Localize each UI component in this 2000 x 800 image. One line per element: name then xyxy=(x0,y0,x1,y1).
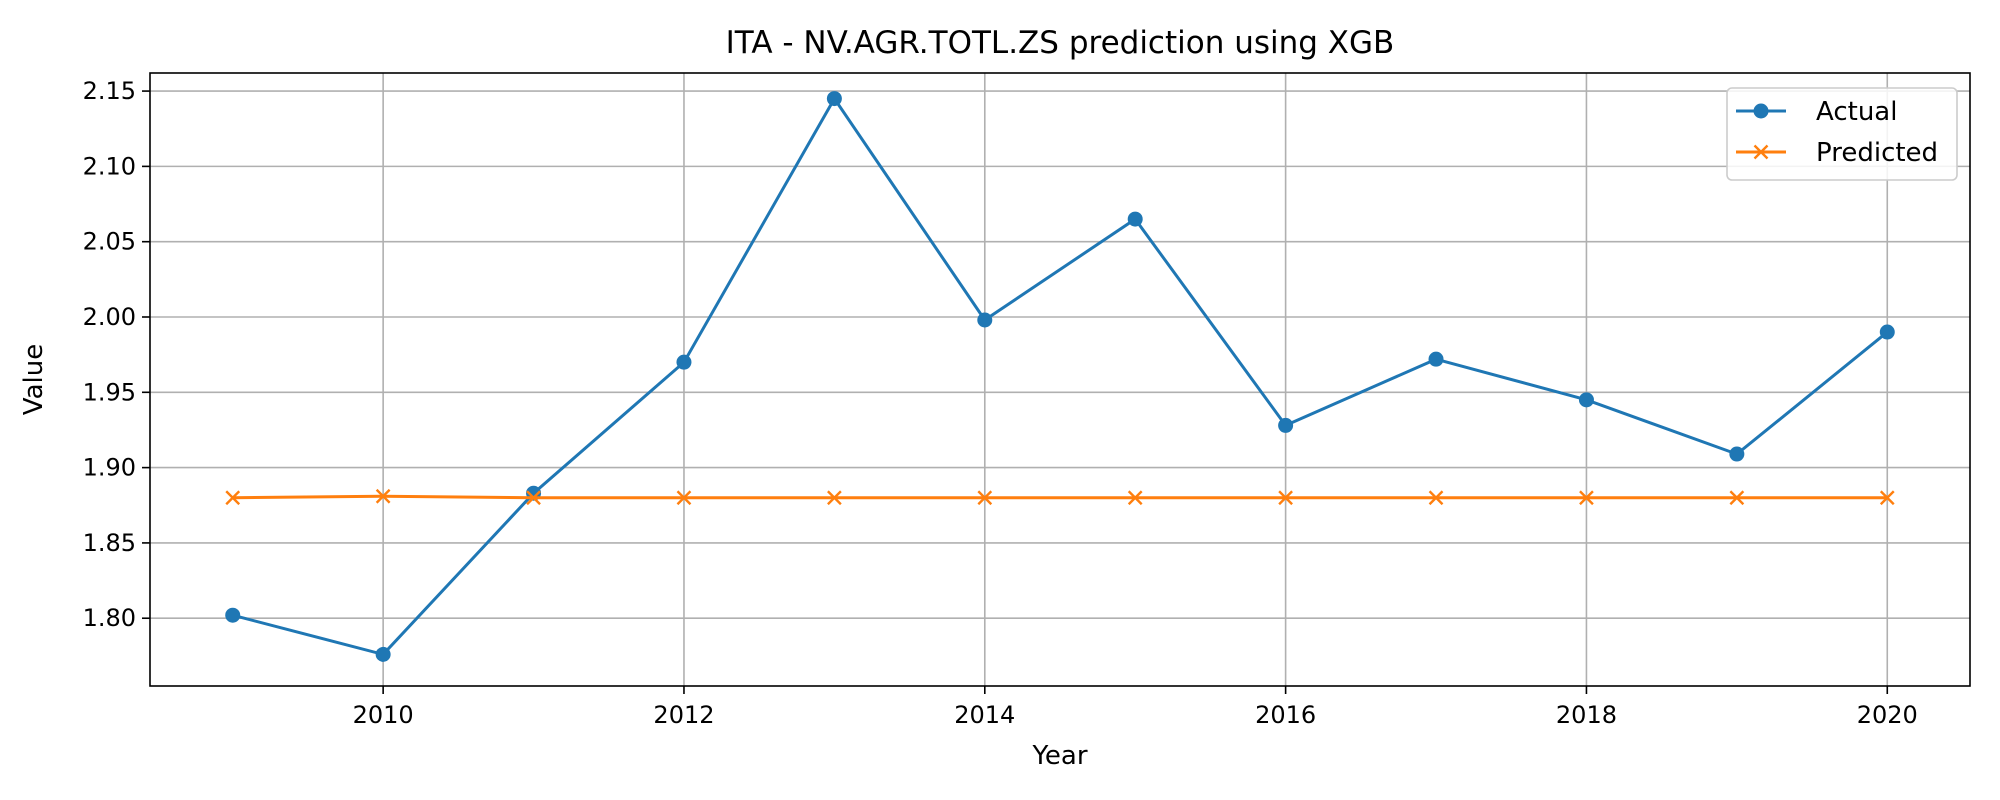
x-tick-label: 2016 xyxy=(1255,701,1316,729)
legend: Actual Predicted xyxy=(1726,87,1958,181)
y-tick-label: 2.15 xyxy=(83,77,136,105)
actual-point xyxy=(977,312,993,328)
actual-point xyxy=(1428,351,1444,367)
actual-point xyxy=(375,646,391,662)
actual-point xyxy=(1127,211,1143,227)
predicted-point xyxy=(526,490,541,506)
actual-point xyxy=(1879,324,1895,340)
y-tick-label: 2.05 xyxy=(83,228,136,256)
y-tick-label: 1.90 xyxy=(83,454,136,482)
predicted-point xyxy=(375,488,391,504)
predicted-point xyxy=(1127,490,1143,506)
predicted-point xyxy=(1579,490,1594,506)
legend-item-predicted: Predicted xyxy=(1736,138,1938,168)
x-tick-label: 2018 xyxy=(1556,701,1617,729)
actual-point xyxy=(676,354,692,370)
y-tick-label: 1.80 xyxy=(83,604,136,632)
x-tick-label: 2020 xyxy=(1857,701,1918,729)
actual-point xyxy=(1578,392,1594,408)
axis-ticks: 2010 2012 2014 2016 2018 2020 1.80 1.85 1.90 1.95… xyxy=(83,77,1918,729)
predicted-point xyxy=(827,490,842,506)
actual-point xyxy=(225,607,241,623)
y-axis-label: Value xyxy=(19,344,49,415)
actual-point xyxy=(826,91,842,107)
predicted-point xyxy=(1278,490,1293,506)
y-tick-label: 2.00 xyxy=(83,303,136,331)
y-tick-label: 1.85 xyxy=(83,529,136,557)
series-lines xyxy=(225,91,1895,662)
predicted-point xyxy=(1428,490,1444,506)
series-actual xyxy=(225,91,1895,662)
legend-marker xyxy=(1753,144,1769,160)
legend-marker xyxy=(1753,103,1769,119)
actual-point xyxy=(1729,446,1745,462)
x-tick-label: 2014 xyxy=(954,701,1015,729)
predicted-point xyxy=(676,490,692,506)
plot-frame xyxy=(149,72,1971,687)
predicted-point xyxy=(1879,490,1895,506)
series-predicted xyxy=(225,488,1895,506)
y-tick-label: 1.95 xyxy=(83,378,136,406)
legend-label: Actual xyxy=(1816,97,1897,127)
actual-line xyxy=(232,95,1889,657)
grid-lines xyxy=(150,73,1970,686)
y-tick-label: 2.10 xyxy=(83,152,136,180)
predicted-point xyxy=(1729,490,1745,506)
legend-item-actual: Actual xyxy=(1736,97,1897,127)
predicted-point xyxy=(977,490,993,506)
actual-point xyxy=(1278,417,1294,433)
predicted-line xyxy=(232,494,1888,500)
chart-title: ITA - NV.AGR.TOTL.ZS prediction using XG… xyxy=(726,25,1395,61)
x-axis-label: Year xyxy=(1031,741,1087,771)
legend-label: Predicted xyxy=(1816,138,1938,168)
x-tick-label: 2012 xyxy=(653,701,714,729)
x-tick-label: 2010 xyxy=(353,701,414,729)
predicted-point xyxy=(225,490,241,506)
